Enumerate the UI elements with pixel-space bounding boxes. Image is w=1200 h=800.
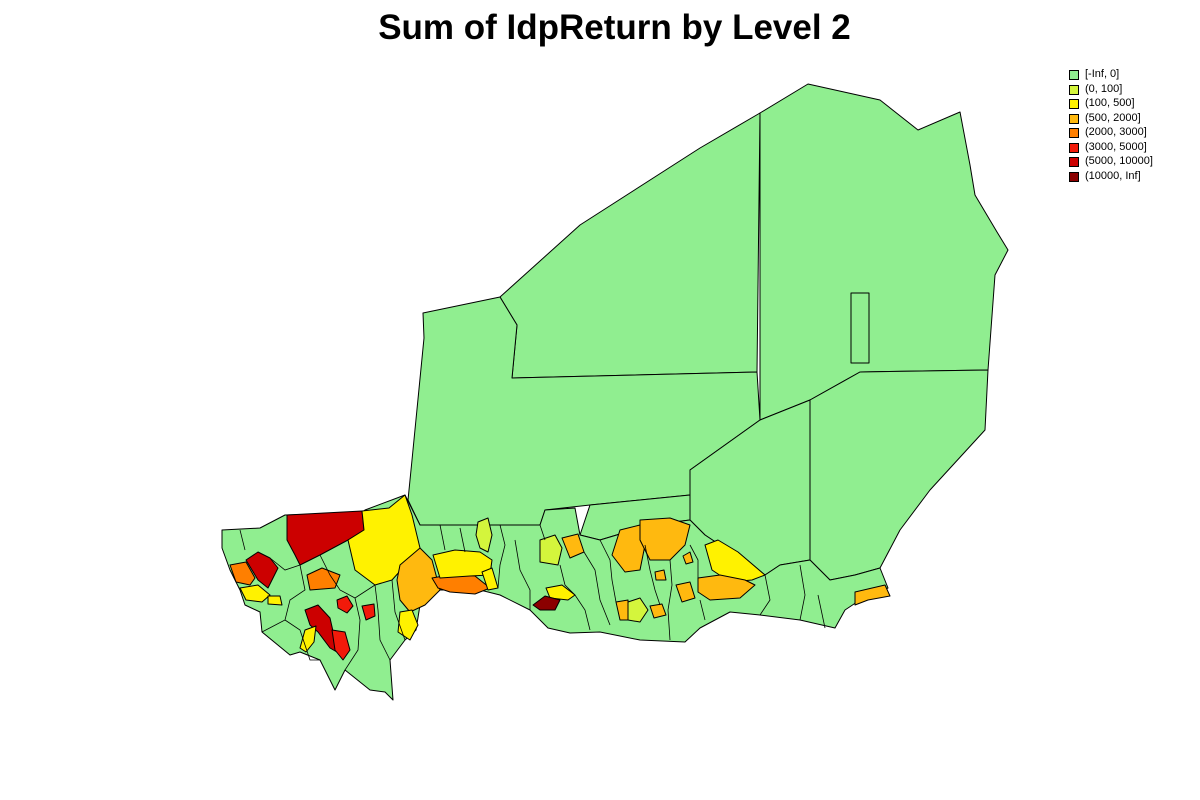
region-magaria-north [654,569,667,581]
region-south-east [809,369,989,581]
legend-label: (2000, 3000] [1085,126,1147,138]
northern-regions [407,83,1009,581]
legend-label: (5000, 10000] [1085,155,1153,167]
region-bouza [432,549,493,579]
region-kantche [615,599,629,621]
region-goure [704,539,766,583]
region-aguie [545,584,576,601]
region-enclave [850,292,870,364]
legend-swatch [1069,99,1079,109]
region-south-tillaberi [397,609,419,641]
region-maradi-west [539,534,563,566]
region-tera [239,584,271,603]
region-north-west [499,112,761,379]
legend-swatch [1069,142,1079,153]
map-title: Sum of IdpReturn by Level 2 [378,8,851,47]
region-mirriah [675,581,696,603]
region-maine-soroa [697,574,756,601]
legend-label: (10000, Inf] [1085,169,1141,182]
legend-swatch [1069,157,1079,167]
legend-swatch [1069,171,1079,182]
region-diffa [854,584,891,606]
region-tanout [639,517,691,561]
region-matameye [649,603,667,619]
legend-swatch [1069,113,1079,124]
region-torodi [299,625,317,653]
region-ayorou [245,551,279,589]
region-gotheye [267,595,283,606]
colored-regions [229,494,891,661]
region-niamey-1 [336,595,354,614]
legend-label: (0, 100] [1085,82,1123,95]
region-small-east [682,551,694,565]
legend-swatch [1069,84,1079,95]
legend-label: (3000, 5000] [1085,140,1147,153]
region-abala [306,567,341,591]
region-north-east [759,83,1009,421]
region-niamey-2 [361,603,376,621]
region-banibangou [229,561,256,586]
legend-label: [-Inf, 0] [1085,68,1120,80]
region-guidan-roumdji [532,595,561,611]
region-say [331,629,351,661]
region-filingue [396,547,441,613]
legend-swatch [1069,128,1079,138]
department-boundaries [239,524,826,671]
legend-label: (100, 500] [1085,97,1135,109]
legend-label: (500, 2000] [1085,111,1141,124]
region-tahoua-north [475,517,493,553]
legend-swatch [1069,70,1079,80]
